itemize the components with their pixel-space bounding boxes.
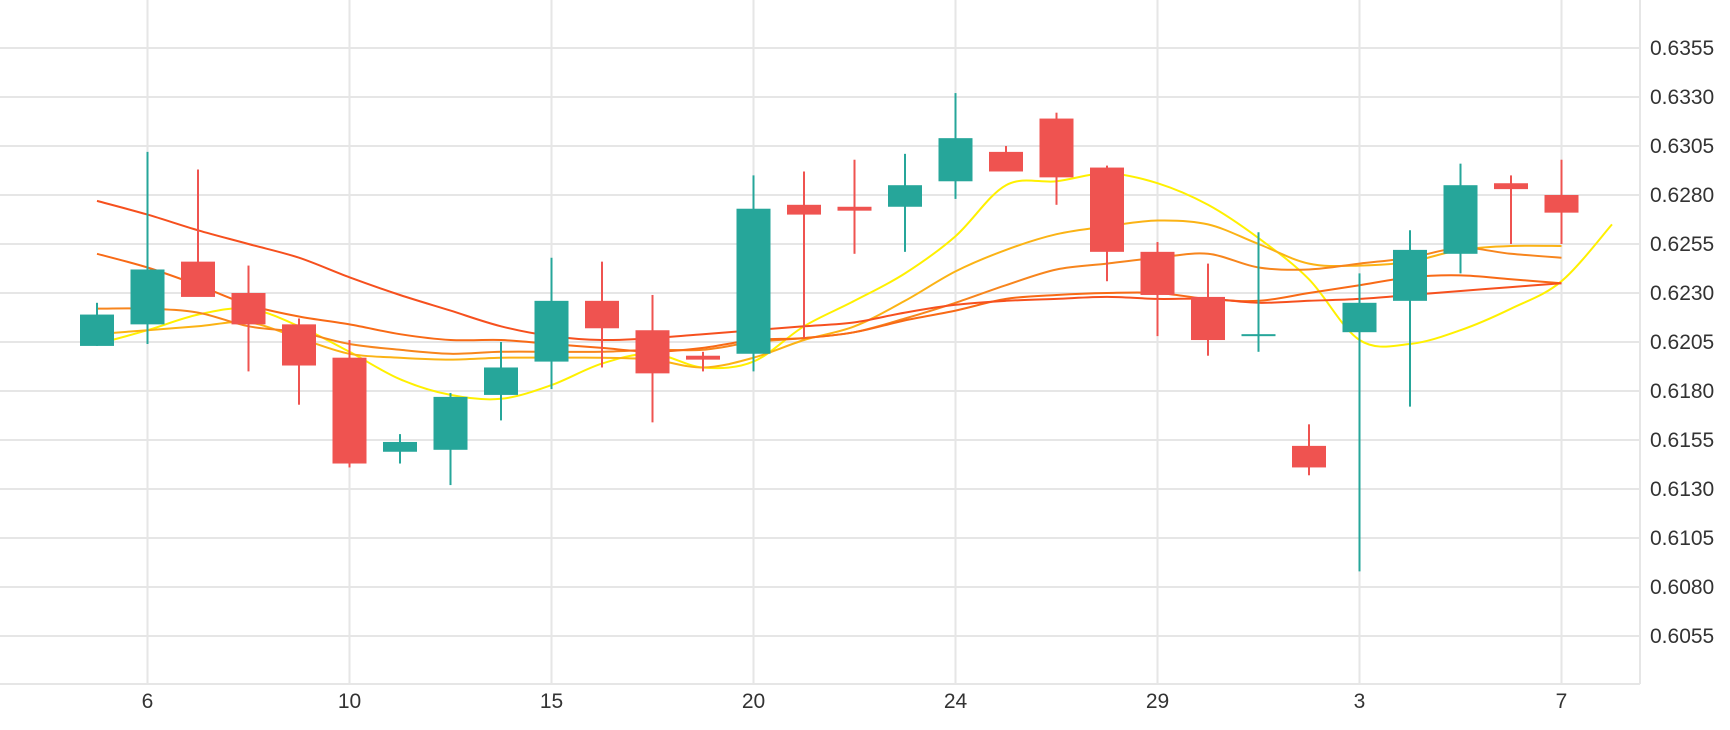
x-tick-label: 7 <box>1556 690 1568 713</box>
y-tick-label: 0.6280 <box>1650 184 1714 207</box>
candle <box>383 434 417 464</box>
candle <box>1140 242 1175 337</box>
y-axis-tick-labels: 0.6355 0.6330 0.6305 0.6280 0.6255 0.6230 0.62… <box>1650 37 1714 648</box>
candle-body <box>635 330 670 374</box>
candle-body <box>1544 195 1579 213</box>
candle <box>80 302 114 346</box>
candle <box>837 159 872 254</box>
candle-body <box>1090 167 1124 252</box>
x-tick-label: 20 <box>742 690 765 713</box>
candle-body <box>686 355 720 360</box>
candle-body <box>787 204 821 215</box>
y-tick-label: 0.6180 <box>1650 380 1714 403</box>
candle <box>1544 159 1579 244</box>
candle-body <box>383 441 417 452</box>
candle-body <box>1140 251 1175 295</box>
candle <box>282 318 316 405</box>
y-tick-label: 0.6255 <box>1650 233 1714 256</box>
candle <box>1443 163 1478 274</box>
candle-body <box>231 293 266 325</box>
candle-body <box>181 261 215 297</box>
candle-body <box>1494 183 1528 190</box>
candle-body <box>80 314 114 346</box>
candle <box>938 93 973 199</box>
candle <box>1090 165 1124 282</box>
candle-body <box>585 300 619 329</box>
candle <box>1494 175 1528 244</box>
candle <box>1039 112 1074 205</box>
candle <box>686 351 720 372</box>
candle-body <box>534 300 569 362</box>
candle <box>989 146 1023 172</box>
x-tick-label: 15 <box>540 690 563 713</box>
candle <box>1292 424 1326 476</box>
y-tick-label: 0.6105 <box>1650 527 1714 550</box>
y-tick-label: 0.6080 <box>1650 576 1714 599</box>
candle-body <box>282 324 316 366</box>
candle <box>332 340 367 468</box>
candle-body <box>1039 118 1074 178</box>
x-axis-tick-labels: 6 10 15 20 24 29 3 7 <box>142 690 1568 713</box>
ma-line-2 <box>96 219 1562 369</box>
candle <box>181 169 215 297</box>
candle-body <box>1443 185 1478 254</box>
candle-body <box>989 151 1023 172</box>
candle <box>1393 230 1427 407</box>
candle-body <box>1393 249 1427 301</box>
x-tick-label: 3 <box>1354 690 1366 713</box>
candle-body <box>484 367 518 395</box>
candle-body <box>888 185 922 207</box>
x-tick-label: 6 <box>142 690 154 713</box>
candle <box>130 151 165 344</box>
y-tick-label: 0.6355 <box>1650 37 1714 60</box>
candle-body <box>1191 296 1225 341</box>
y-tick-label: 0.6230 <box>1650 282 1714 305</box>
candle <box>433 392 468 486</box>
candle-body <box>938 138 973 182</box>
y-tick-label: 0.6055 <box>1650 625 1714 648</box>
y-tick-label: 0.6205 <box>1650 331 1714 354</box>
candle <box>736 175 771 372</box>
x-tick-label: 24 <box>944 690 968 713</box>
candle <box>1241 232 1276 352</box>
y-tick-label: 0.6305 <box>1650 135 1714 158</box>
candle-body <box>736 208 771 354</box>
ma-line-4 <box>96 252 1562 353</box>
candle-body <box>1241 334 1276 337</box>
candle <box>1191 263 1225 356</box>
candle <box>888 153 922 252</box>
candle-body <box>130 269 165 325</box>
y-tick-label: 0.6130 <box>1650 478 1714 501</box>
candle <box>585 261 619 368</box>
y-tick-label: 0.6155 <box>1650 429 1714 452</box>
candle <box>534 257 569 390</box>
candle <box>484 342 518 421</box>
x-tick-label: 10 <box>338 690 361 713</box>
grid <box>0 0 1641 685</box>
candle <box>635 294 670 423</box>
candle-body <box>332 357 367 464</box>
candle-body <box>1342 302 1377 333</box>
candle-body <box>1292 445 1326 468</box>
x-tick-label: 29 <box>1146 690 1169 713</box>
candle <box>231 265 266 372</box>
candle-body <box>433 396 468 450</box>
ma-line-5 <box>96 199 1562 342</box>
candle-body <box>837 206 872 211</box>
candle <box>787 171 821 339</box>
candle <box>1342 273 1377 572</box>
y-tick-label: 0.6330 <box>1650 86 1714 109</box>
candles <box>80 93 1579 572</box>
